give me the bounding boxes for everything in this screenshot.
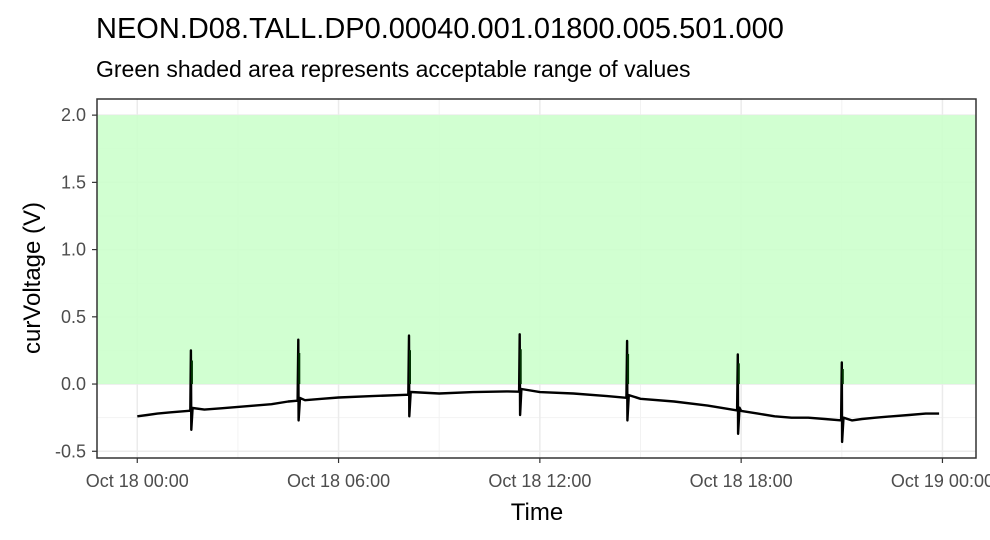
- x-axis: Oct 18 00:00 Oct 18 06:00 Oct 18 12:00 Oct …: [86, 458, 990, 491]
- x-tick-label: Oct 19 00:00: [891, 471, 990, 491]
- y-tick-label: 1.0: [61, 240, 86, 260]
- y-tick-label: -0.5: [55, 441, 86, 461]
- x-tick-label: Oct 18 00:00: [86, 471, 189, 491]
- series-line: [137, 333, 940, 444]
- x-axis-title: Time: [511, 499, 563, 526]
- panel-border: [96, 98, 977, 459]
- x-tick-label: Oct 18 12:00: [488, 471, 591, 491]
- y-tick-label: 0.0: [61, 374, 86, 394]
- x-tick-label: Oct 18 18:00: [690, 471, 793, 491]
- acceptable-range-band: [97, 115, 976, 385]
- y-tick-label: 1.5: [61, 172, 86, 192]
- chart-subtitle: Green shaded area represents acceptable …: [96, 56, 691, 82]
- y-tick-label: 2.0: [61, 105, 86, 125]
- plot-area: [96, 98, 977, 459]
- y-axis: -0.5 0.0 0.5 1.0 1.5 2.0: [55, 105, 97, 461]
- y-axis-title: curVoltage (V): [19, 202, 46, 354]
- chart-title: NEON.D08.TALL.DP0.00040.001.01800.005.50…: [96, 13, 784, 45]
- x-tick-label: Oct 18 06:00: [287, 471, 390, 491]
- y-tick-label: 0.5: [61, 307, 86, 327]
